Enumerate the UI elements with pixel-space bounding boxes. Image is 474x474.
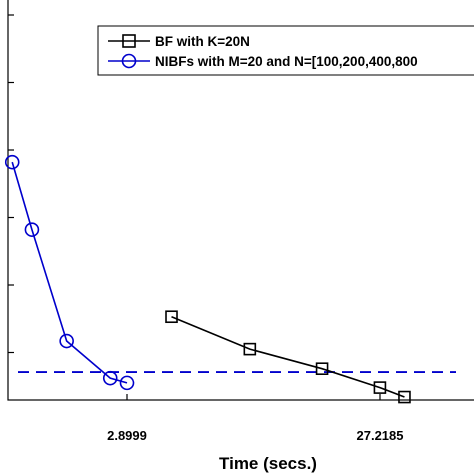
legend-entry-nibfs: NIBFs with M=20 and N=[100,200,400,800 [108,53,418,69]
legend-square-marker [122,34,136,48]
data-point-circle [102,370,118,386]
data-point-square [165,310,178,324]
series-bf [165,310,411,404]
legend: BF with K=20N NIBFs with M=20 and N=[100… [97,25,474,76]
series-line [11,161,128,384]
data-point-circle [59,333,74,349]
data-point-square [373,381,387,394]
data-point-circle [119,375,135,391]
data-point-circle [24,222,40,237]
x-axis-label: Time (secs.) [219,454,317,473]
x-tick-label: 2.8999 [107,428,147,443]
y-axis-ticks [8,14,14,354]
series-nibfs [4,154,135,391]
legend-box [97,25,474,76]
series-line [171,315,405,398]
legend-circle-marker [121,53,137,69]
legend-label-nibfs: NIBFs with M=20 and N=[100,200,400,800 [155,54,418,69]
data-point-square [243,342,257,356]
data-point-circle [4,154,20,170]
x-axis-ticks: 2.8999 27.2185 [107,394,404,443]
legend-entry-bf: BF with K=20N [108,34,250,49]
plot-frame [7,0,474,401]
data-point-square [398,390,411,404]
data-point-square [315,362,329,376]
x-tick-label: 27.2185 [357,428,404,443]
legend-label-bf: BF with K=20N [155,34,250,49]
series-layer [4,154,411,404]
